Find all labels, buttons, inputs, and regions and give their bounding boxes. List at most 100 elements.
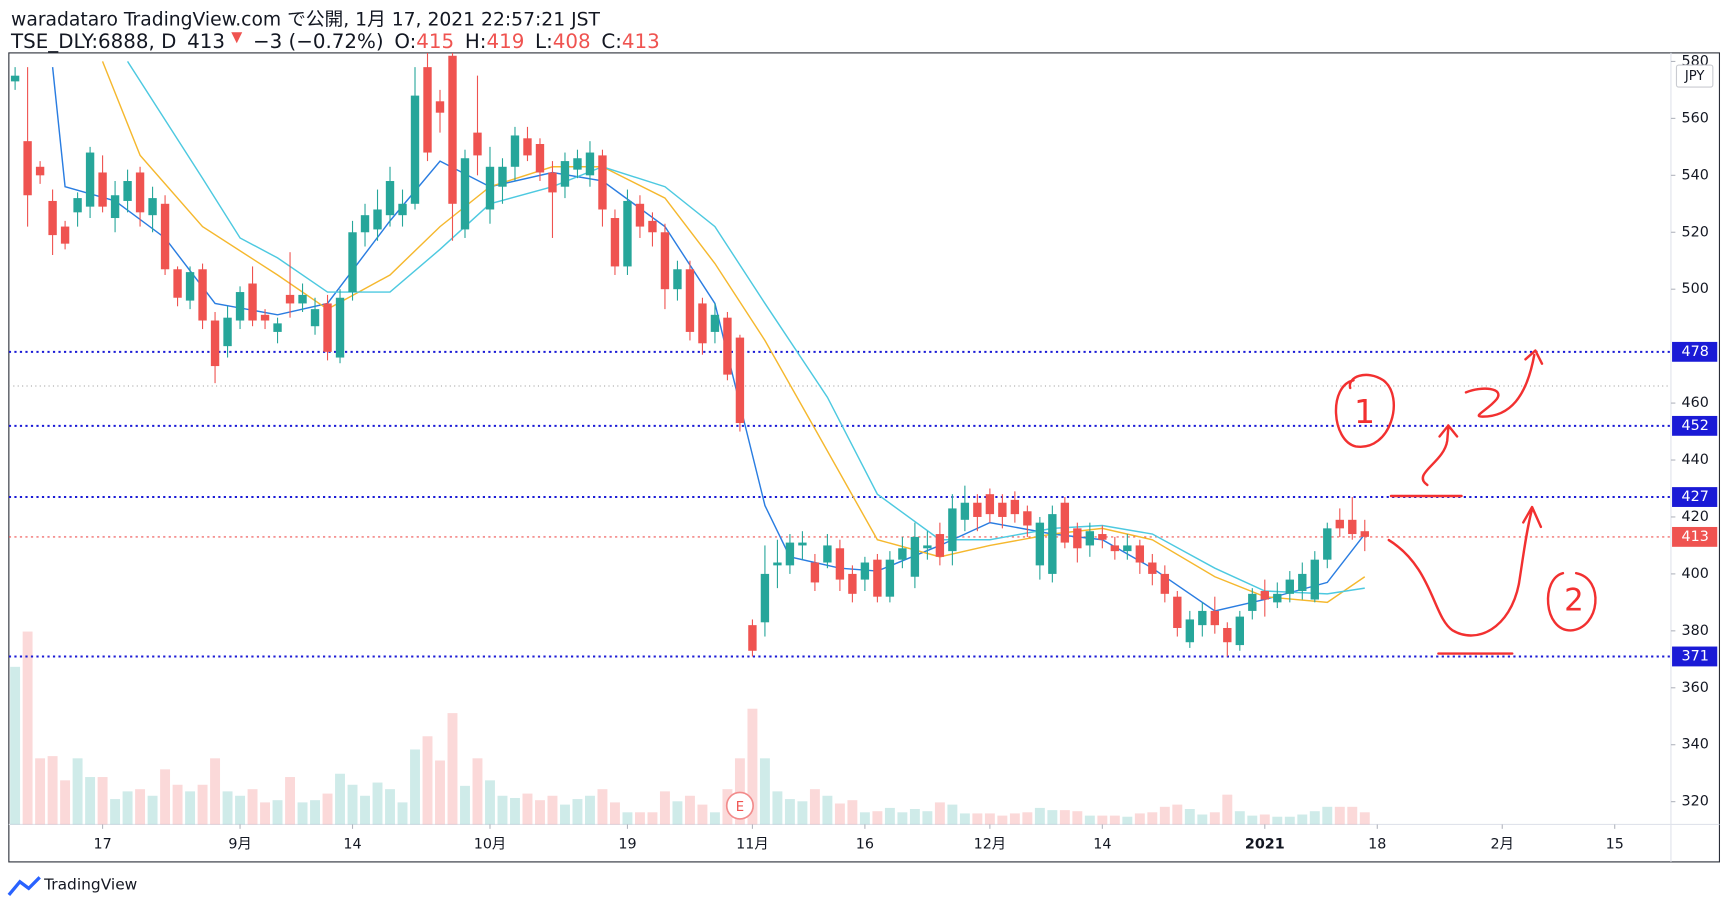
volume-bar (60, 780, 71, 825)
candle-body (235, 292, 245, 321)
y-tick-label: 560 (1682, 110, 1709, 126)
candle-body (1110, 545, 1120, 552)
volume-bar (597, 789, 608, 825)
candle-body (1085, 531, 1095, 546)
volume-bar (1122, 816, 1133, 825)
candle-body (735, 337, 745, 424)
volume-bar (347, 784, 358, 825)
volume-bar (934, 802, 945, 825)
x-tick-label: 14 (343, 836, 361, 852)
moving-average (126, 61, 1365, 595)
candle-body (48, 200, 57, 236)
candle-body (1023, 511, 1032, 526)
hand-circle (1546, 571, 1597, 632)
volume-bar (1259, 814, 1270, 825)
brand-logo (7, 876, 41, 897)
volume-bar (984, 813, 995, 825)
published-line: waradataro TradingView.com で公開, 1月 17, 2… (11, 9, 600, 30)
volume-bar (1234, 811, 1245, 825)
candle-body (273, 323, 282, 332)
candle-body (773, 562, 782, 566)
volume-bar (410, 749, 420, 825)
volume-bar (709, 812, 720, 825)
candle-body (373, 209, 382, 230)
candle-body (748, 625, 757, 651)
hand-annotation: 2 (1564, 582, 1584, 618)
volume-bar (922, 811, 933, 825)
ohlc-value: 419 (486, 29, 524, 52)
candle-body (1173, 596, 1182, 628)
volume-bar (160, 769, 171, 825)
volume-bar (35, 758, 46, 825)
y-tick-label: 320 (1682, 794, 1709, 810)
volume-bar (322, 793, 333, 825)
change: −3 (−0.72%) (253, 29, 384, 52)
volume-bar (997, 815, 1008, 825)
hand-annotation: 1 (1354, 392, 1375, 431)
volume-bar (1309, 811, 1320, 825)
candle-body (973, 502, 982, 517)
candle-body (10, 75, 20, 82)
ohlc-label: L: (535, 29, 553, 52)
candle-body (635, 203, 645, 227)
candle-body (535, 144, 545, 173)
x-tick-label: 17 (93, 836, 111, 852)
volume-bar (1022, 812, 1033, 825)
volume-bar (1047, 810, 1058, 825)
x-tick-label: 14 (1093, 836, 1111, 852)
change-arrow: ▼ (231, 29, 242, 45)
candle-body (210, 320, 220, 367)
volume-bar (247, 789, 258, 825)
candle-body (1198, 610, 1207, 626)
candle-body (360, 215, 370, 233)
candle-body (610, 218, 620, 267)
symbol: TSE_DLY:6888, D (10, 29, 176, 52)
volume-bar (647, 812, 658, 825)
hand-arrow (1421, 424, 1459, 487)
candle-body (848, 573, 857, 594)
volume-bar (422, 736, 433, 825)
volume-bar (497, 795, 508, 825)
volume-bar (1109, 815, 1120, 825)
volume-bar (222, 791, 233, 825)
candle-body (548, 172, 557, 193)
candle-body (1273, 593, 1282, 603)
candle-body (723, 317, 732, 375)
volume-bar (1072, 811, 1083, 825)
candle-body (248, 283, 257, 321)
candle-body (1248, 593, 1257, 611)
candle-body (1073, 528, 1082, 549)
volume-bar (784, 799, 795, 825)
volume-bar (1147, 812, 1158, 825)
y-tick-label: 520 (1682, 224, 1709, 240)
candle-body (398, 203, 407, 216)
y-tick-label: 340 (1682, 737, 1709, 753)
candle-body (823, 545, 832, 563)
candle-body (23, 141, 32, 196)
candle-body (485, 166, 495, 210)
volume-bar (947, 804, 958, 825)
ohlc-value: 415 (416, 29, 454, 52)
volume-bar (535, 800, 545, 825)
candle-body (860, 562, 870, 580)
volume-bar (1197, 814, 1208, 825)
volume-bar (809, 789, 820, 825)
candle-body (298, 294, 307, 304)
x-tick-label: 19 (618, 836, 636, 852)
volume-bar (360, 795, 370, 825)
candle-body (710, 314, 720, 332)
candle-body (110, 195, 120, 219)
candle-body (760, 573, 770, 623)
volume-bar (560, 804, 570, 825)
ohlc-label: O: (394, 29, 416, 52)
volume-bar (1034, 807, 1045, 825)
candle-body (73, 198, 82, 213)
candle-body (885, 559, 895, 597)
volume-bar (747, 708, 758, 825)
candle-body (35, 166, 45, 176)
candle-body (1048, 514, 1057, 574)
volume-bar (1159, 806, 1170, 825)
volume-bar (1347, 806, 1358, 825)
candle-body (1285, 579, 1294, 594)
